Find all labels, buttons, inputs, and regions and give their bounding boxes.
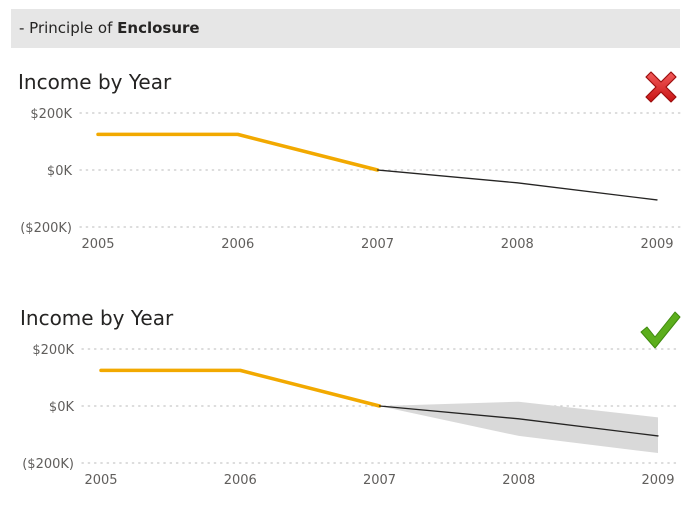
chart-title: Income by Year bbox=[20, 306, 174, 330]
x-tick-label: 2009 bbox=[640, 237, 673, 252]
x-tick-label: 2008 bbox=[502, 473, 535, 488]
chart-title: Income by Year bbox=[18, 70, 172, 94]
section-header-text: - Principle of Enclosure bbox=[19, 19, 200, 37]
y-tick-label: $0K bbox=[49, 400, 75, 415]
x-tick-label: 2005 bbox=[81, 237, 114, 252]
x-tick-label: 2008 bbox=[501, 237, 534, 252]
line-chart: $200K $0K ($200K) 2005 2006 2007 2008 2009 bbox=[22, 343, 681, 488]
x-tick-label: 2009 bbox=[641, 473, 674, 488]
section-header: - Principle of Enclosure bbox=[11, 9, 680, 48]
red-x-icon bbox=[645, 71, 677, 103]
y-tick-label: $0K bbox=[47, 164, 73, 179]
line-chart: $200K $0K ($200K) 2005 2006 2007 2008 2009 bbox=[20, 107, 681, 252]
x-tick-label: 2006 bbox=[224, 473, 257, 488]
y-tick-label: $200K bbox=[30, 107, 72, 122]
y-tick-label: $200K bbox=[32, 343, 74, 358]
x-tick-label: 2006 bbox=[221, 237, 254, 252]
x-tick-label: 2007 bbox=[361, 237, 394, 252]
y-tick-label: ($200K) bbox=[22, 457, 74, 472]
actual-income-line bbox=[99, 368, 382, 408]
header-prefix: - Principle of bbox=[19, 19, 118, 37]
x-tick-label: 2005 bbox=[84, 473, 117, 488]
forecast-line bbox=[378, 405, 659, 437]
green-check-icon bbox=[640, 311, 681, 349]
header-emphasis: Enclosure bbox=[117, 19, 200, 37]
confidence-band bbox=[379, 401, 658, 454]
x-tick-label: 2007 bbox=[363, 473, 396, 488]
forecast-line bbox=[376, 169, 658, 201]
actual-income-line bbox=[96, 132, 380, 172]
y-tick-label: ($200K) bbox=[20, 221, 72, 236]
